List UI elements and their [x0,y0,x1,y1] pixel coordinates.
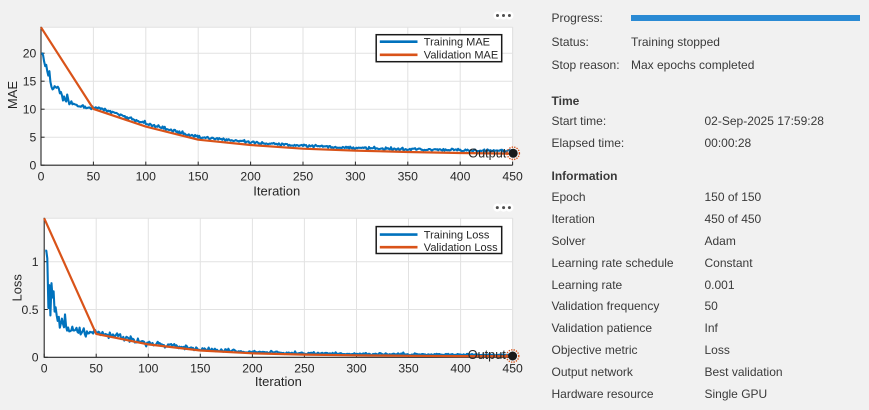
svg-text:20: 20 [23,47,37,61]
svg-text:Output: Output [468,348,507,362]
svg-text:150: 150 [190,362,211,376]
svg-text:200: 200 [242,362,263,376]
svg-text:350: 350 [398,362,419,376]
svg-text:Output: Output [468,147,507,161]
svg-text:0: 0 [38,169,45,183]
svg-text:50: 50 [89,362,103,376]
svg-text:Loss: Loss [10,274,25,302]
svg-text:MAE: MAE [5,81,20,110]
svg-text:15: 15 [23,75,37,89]
svg-text:0.5: 0.5 [22,303,39,317]
svg-text:50: 50 [87,169,101,183]
svg-text:Training MAE: Training MAE [424,37,490,49]
svg-text:400: 400 [450,169,471,183]
svg-text:0: 0 [41,362,48,376]
svg-text:400: 400 [450,362,471,376]
svg-text:450: 450 [502,362,523,376]
svg-text:10: 10 [23,103,37,117]
svg-text:150: 150 [188,169,209,183]
svg-text:200: 200 [240,169,261,183]
svg-text:Validation MAE: Validation MAE [424,50,498,62]
svg-text:Training Loss: Training Loss [424,230,490,242]
svg-text:100: 100 [138,362,159,376]
svg-text:5: 5 [30,131,37,145]
svg-text:300: 300 [345,169,366,183]
svg-text:Validation Loss: Validation Loss [424,242,498,254]
svg-text:250: 250 [294,362,315,376]
svg-text:250: 250 [293,169,314,183]
svg-text:350: 350 [398,169,419,183]
svg-text:100: 100 [136,169,157,183]
svg-text:1: 1 [32,255,39,269]
svg-text:450: 450 [502,169,523,183]
svg-text:0: 0 [32,351,39,365]
svg-text:Iteration: Iteration [253,184,300,199]
svg-text:Iteration: Iteration [255,374,302,389]
svg-text:300: 300 [346,362,367,376]
svg-text:0: 0 [30,159,37,173]
